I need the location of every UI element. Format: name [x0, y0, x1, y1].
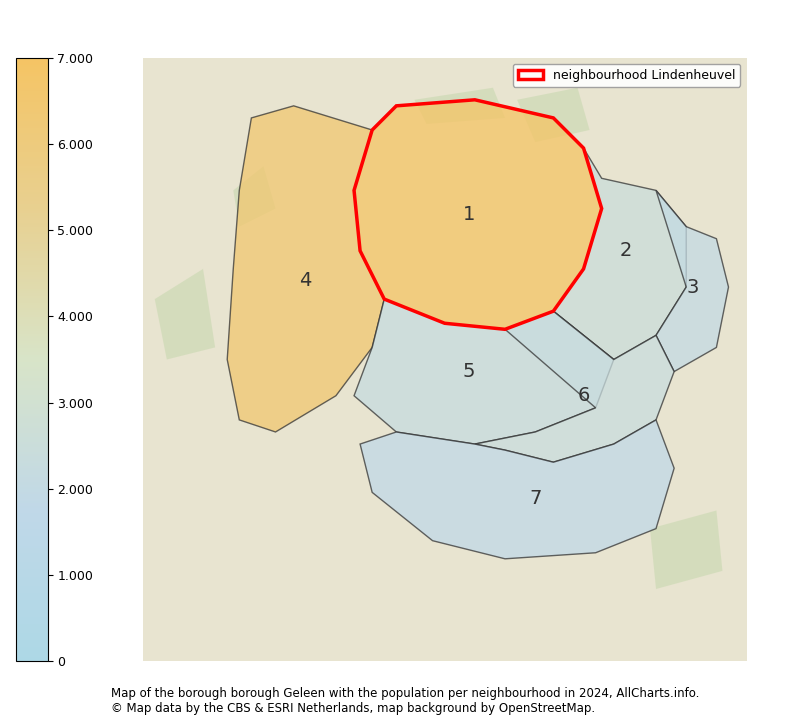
Polygon shape	[656, 191, 729, 372]
Text: 7: 7	[529, 489, 542, 508]
Text: 5: 5	[463, 362, 475, 381]
Polygon shape	[475, 311, 674, 462]
Text: Map of the borough borough Geleen with the population per neighbourhood in 2024,: Map of the borough borough Geleen with t…	[111, 687, 700, 700]
Polygon shape	[553, 148, 686, 360]
Polygon shape	[354, 100, 602, 329]
Polygon shape	[517, 88, 590, 142]
Legend: neighbourhood Lindenheuvel: neighbourhood Lindenheuvel	[513, 64, 740, 87]
Polygon shape	[233, 166, 276, 226]
Polygon shape	[650, 510, 723, 589]
Text: 1: 1	[463, 205, 475, 224]
Text: 4: 4	[299, 272, 312, 290]
Polygon shape	[414, 88, 505, 124]
Text: 6: 6	[577, 386, 590, 406]
Polygon shape	[360, 420, 674, 559]
Polygon shape	[155, 269, 215, 360]
Polygon shape	[354, 299, 614, 444]
Text: 2: 2	[619, 242, 632, 260]
Text: 3: 3	[686, 278, 699, 296]
Text: © Map data by the CBS & ESRI Netherlands, map background by OpenStreetMap.: © Map data by the CBS & ESRI Netherlands…	[111, 702, 596, 715]
Polygon shape	[227, 106, 384, 432]
